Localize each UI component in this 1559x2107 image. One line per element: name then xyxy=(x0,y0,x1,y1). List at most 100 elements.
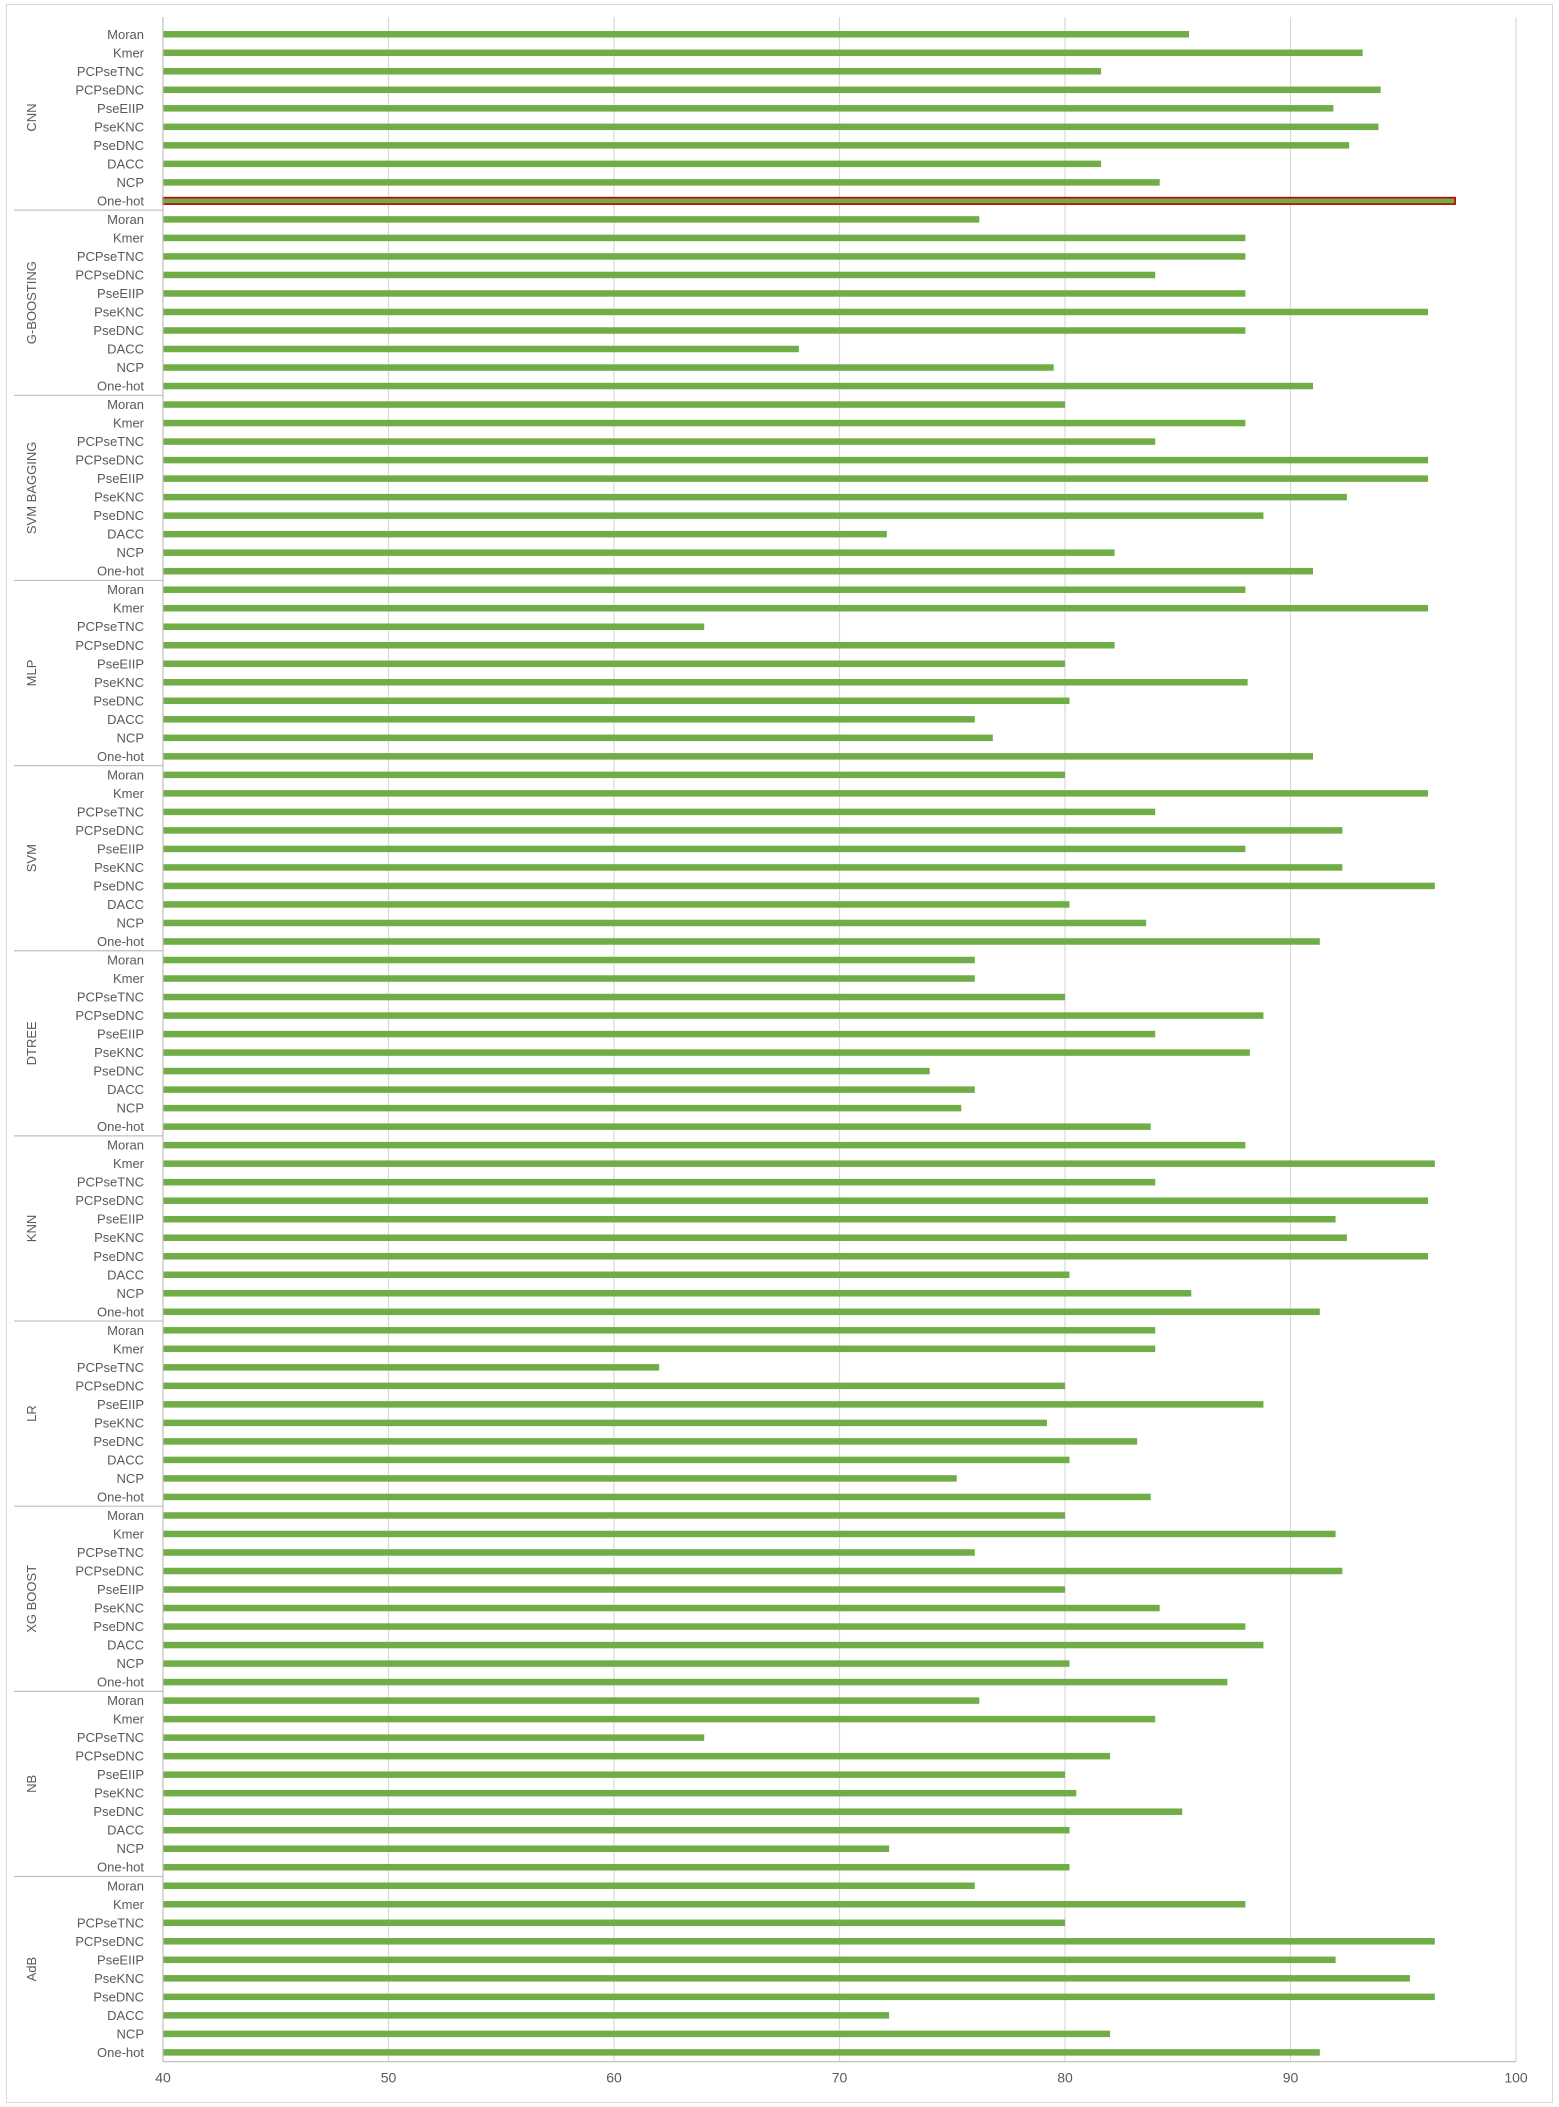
bar-lr-pcpsednc xyxy=(163,1382,1065,1390)
bar-svm-kmer xyxy=(163,790,1429,797)
category-label-cnn-dacc: DACC xyxy=(107,156,144,171)
bar-svm-bagging-pcpsetnc xyxy=(163,438,1156,445)
category-label-adb-ncp: NCP xyxy=(117,2026,144,2041)
category-label-lr-pcpsetnc: PCPseTNC xyxy=(77,1360,144,1375)
chart-frame xyxy=(6,4,1553,2103)
x-tick-label-70: 70 xyxy=(832,2070,848,2086)
bar-svm-bagging-moran xyxy=(163,401,1065,408)
group-label-dtree: DTREE xyxy=(24,1021,39,1065)
category-label-cnn-moran: Moran xyxy=(107,27,144,42)
category-label-nb-pcpsednc: PCPseDNC xyxy=(75,1749,144,1764)
bar-mlp-pcpsednc xyxy=(163,642,1115,649)
category-label-svm-bagging-one-hot: One-hot xyxy=(97,564,144,579)
category-label-g-boosting-pseknc: PseKNC xyxy=(94,304,144,319)
category-label-lr-moran: Moran xyxy=(107,1323,144,1338)
category-label-svm-bagging-pcpsednc: PCPseDNC xyxy=(75,453,144,468)
category-label-dtree-moran: Moran xyxy=(107,953,144,968)
bar-dtree-psednc xyxy=(163,1067,930,1075)
category-label-mlp-moran: Moran xyxy=(107,582,144,597)
category-label-dtree-ncp: NCP xyxy=(117,1101,144,1116)
category-label-knn-pseeiip: PseEIIP xyxy=(97,1212,144,1227)
category-label-g-boosting-dacc: DACC xyxy=(107,342,144,357)
category-label-knn-ncp: NCP xyxy=(117,1286,144,1301)
bar-cnn-pcpsetnc xyxy=(163,68,1102,75)
category-label-knn-pseknc: PseKNC xyxy=(94,1230,144,1245)
category-label-g-boosting-pcpsednc: PCPseDNC xyxy=(75,267,144,282)
category-label-g-boosting-ncp: NCP xyxy=(117,360,144,375)
bar-svm-moran xyxy=(163,771,1065,779)
bar-cnn-pseknc xyxy=(163,123,1379,131)
bar-adb-dacc xyxy=(163,2012,890,2019)
category-label-cnn-pseeiip: PseEIIP xyxy=(97,101,144,116)
category-label-nb-psednc: PseDNC xyxy=(93,1804,144,1819)
bar-knn-kmer xyxy=(163,1160,1435,1167)
category-label-nb-moran: Moran xyxy=(107,1693,144,1708)
bar-svm-pseknc xyxy=(163,864,1343,871)
x-tick-label-50: 50 xyxy=(381,2070,397,2086)
category-label-adb-moran: Moran xyxy=(107,1878,144,1893)
category-label-g-boosting-pseeiip: PseEIIP xyxy=(97,286,144,301)
category-label-cnn-pcpsetnc: PCPseTNC xyxy=(77,64,144,79)
bar-adb-pseknc xyxy=(163,1975,1411,1982)
category-label-lr-pseeiip: PseEIIP xyxy=(97,1397,144,1412)
bar-mlp-pcpsetnc xyxy=(163,623,705,630)
category-label-knn-one-hot: One-hot xyxy=(97,1304,144,1319)
bar-lr-one-hot xyxy=(163,1493,1151,1501)
bar-dtree-pcpsetnc xyxy=(163,993,1065,1001)
bar-cnn-pcpsednc xyxy=(163,86,1381,94)
x-tick-label-90: 90 xyxy=(1283,2070,1299,2086)
bar-nb-one-hot xyxy=(163,1863,1070,1871)
bar-dtree-ncp xyxy=(163,1104,962,1112)
category-label-xg-boost-pseeiip: PseEIIP xyxy=(97,1582,144,1597)
category-label-knn-dacc: DACC xyxy=(107,1267,144,1282)
bar-nb-pseknc xyxy=(163,1789,1077,1797)
bar-lr-ncp xyxy=(163,1475,957,1482)
bar-svm-bagging-one-hot xyxy=(163,567,1314,575)
category-label-knn-psednc: PseDNC xyxy=(93,1249,144,1264)
category-label-mlp-pseknc: PseKNC xyxy=(94,675,144,690)
group-label-mlp: MLP xyxy=(24,660,39,687)
bar-dtree-moran xyxy=(163,956,975,964)
bar-svm-bagging-ncp xyxy=(163,549,1115,556)
bar-cnn-kmer xyxy=(163,49,1363,57)
bar-svm-bagging-psednc xyxy=(163,512,1264,519)
group-label-xg-boost: XG BOOST xyxy=(24,1565,39,1633)
bar-xg-boost-pseknc xyxy=(163,1604,1160,1612)
category-label-svm-bagging-pcpsetnc: PCPseTNC xyxy=(77,434,144,449)
x-tick-labels: 40 50 60 70 80 90 100 xyxy=(155,2070,1528,2086)
bar-adb-pcpsetnc xyxy=(163,1919,1065,1927)
bar-adb-pseeiip xyxy=(163,1956,1336,1964)
bar-svm-pseeiip xyxy=(163,845,1246,853)
category-label-dtree-dacc: DACC xyxy=(107,1082,144,1097)
category-label-xg-boost-moran: Moran xyxy=(107,1508,144,1523)
bar-nb-kmer xyxy=(163,1715,1156,1723)
category-label-mlp-kmer: Kmer xyxy=(113,601,145,616)
bar-lr-pcpsetnc xyxy=(163,1364,660,1371)
group-label-adb: AdB xyxy=(24,1957,39,1982)
bar-xg-boost-ncp xyxy=(163,1660,1070,1667)
category-label-nb-pseeiip: PseEIIP xyxy=(97,1767,144,1782)
bar-xg-boost-kmer xyxy=(163,1530,1336,1538)
bar-g-boosting-pseknc xyxy=(163,308,1429,316)
category-label-g-boosting-moran: Moran xyxy=(107,212,144,227)
bar-knn-dacc xyxy=(163,1271,1070,1279)
bar-cnn-ncp xyxy=(163,179,1160,186)
bar-knn-moran xyxy=(163,1141,1246,1149)
category-label-lr-pseknc: PseKNC xyxy=(94,1415,144,1430)
bar-nb-moran xyxy=(163,1697,980,1704)
bar-g-boosting-moran xyxy=(163,216,980,223)
x-tick-label-60: 60 xyxy=(606,2070,622,2086)
bars xyxy=(162,31,1456,2056)
category-label-svm-bagging-pseeiip: PseEIIP xyxy=(97,471,144,486)
bar-dtree-pseeiip xyxy=(163,1030,1156,1038)
group-label-cnn: CNN xyxy=(24,104,39,132)
bar-mlp-one-hot xyxy=(163,753,1314,760)
bar-g-boosting-dacc xyxy=(163,345,799,353)
category-label-adb-pcpsednc: PCPseDNC xyxy=(75,1934,144,1949)
category-labels: Moran Kmer PCPseTNC PCPseDNC PseEIIP PseKNC Ps… xyxy=(75,27,144,2060)
category-label-lr-one-hot: One-hot xyxy=(97,1489,144,1504)
category-label-nb-pseknc: PseKNC xyxy=(94,1786,144,1801)
bar-xg-boost-moran xyxy=(163,1512,1065,1519)
category-label-knn-pcpsednc: PCPseDNC xyxy=(75,1193,144,1208)
category-label-svm-bagging-moran: Moran xyxy=(107,397,144,412)
